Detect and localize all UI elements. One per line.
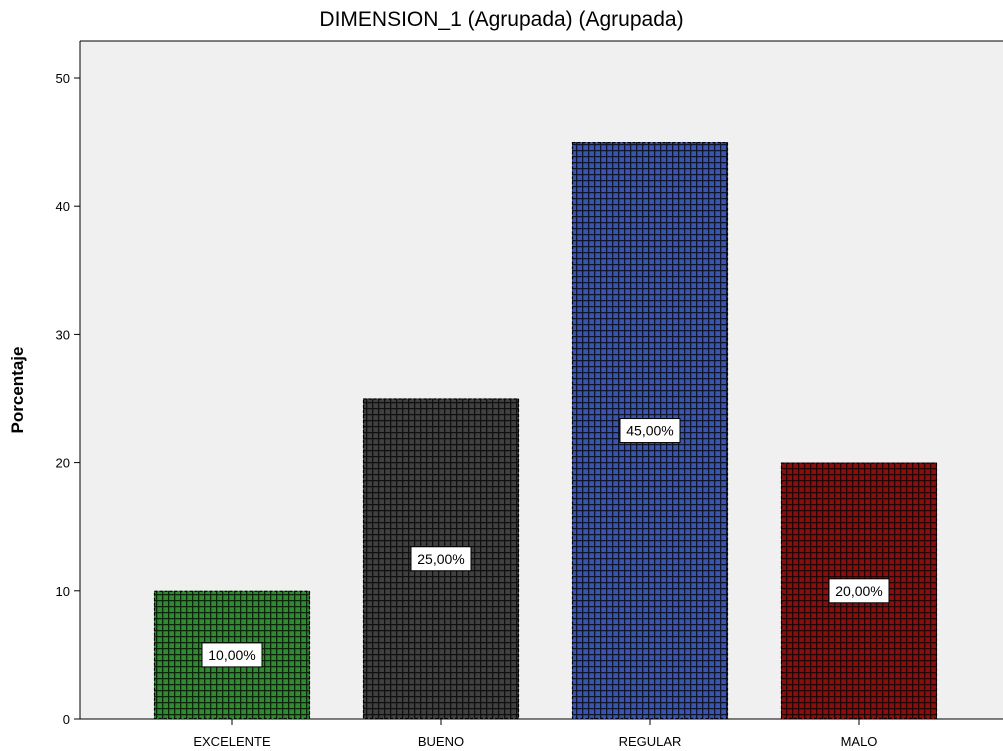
y-tick-label: 20 xyxy=(56,456,70,471)
data-label-box xyxy=(619,418,681,444)
bar-outline xyxy=(571,142,729,720)
y-tick-label: 50 xyxy=(56,71,70,86)
bar-outline xyxy=(780,462,938,720)
data-label: 25,00% xyxy=(417,551,464,567)
data-label-box xyxy=(201,642,263,668)
x-tick-label: REGULAR xyxy=(619,734,682,749)
y-tick-label: 30 xyxy=(56,327,70,342)
y-tick-label: 0 xyxy=(63,712,70,727)
chart-title: DIMENSION_1 (Agrupada) (Agrupada) xyxy=(319,8,684,31)
data-label-box xyxy=(828,578,890,604)
data-label: 20,00% xyxy=(835,583,882,599)
bar-outline xyxy=(153,590,311,720)
x-tick-label: MALO xyxy=(841,734,878,749)
x-tick-label: BUENO xyxy=(418,734,464,749)
x-tick-label: EXCELENTE xyxy=(193,734,271,749)
data-label: 45,00% xyxy=(626,423,673,439)
y-tick-label: 40 xyxy=(56,199,70,214)
data-label-box xyxy=(410,546,472,572)
y-tick-label: 10 xyxy=(56,584,70,599)
bar-outline xyxy=(362,398,520,720)
data-label: 10,00% xyxy=(208,647,255,663)
